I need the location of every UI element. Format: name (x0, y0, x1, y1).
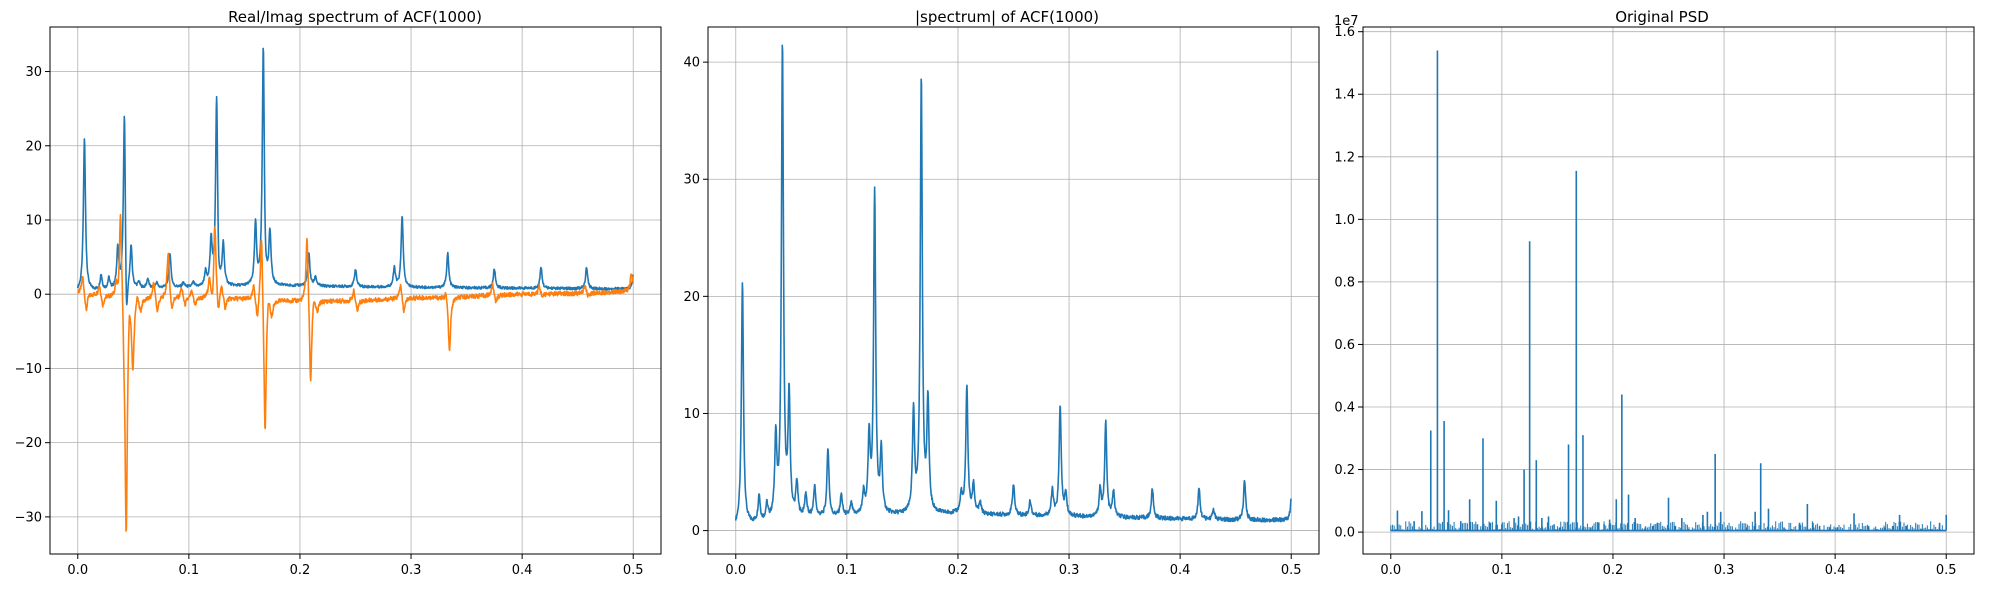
y-tick-label: 0.0 (1334, 526, 1355, 541)
y-tick-label: −20 (15, 436, 42, 451)
axes-ticks: 0.0 0.1 0.2 0.3 0.4 0.5 0 10 20 30 40 (683, 56, 1301, 578)
x-tick-label: 0.0 (67, 563, 88, 578)
x-tick-label: 0.3 (401, 563, 422, 578)
x-tick-label: 0.3 (1714, 563, 1735, 578)
grid (708, 27, 1319, 554)
y-tick-label: 30 (683, 173, 700, 188)
x-tick-label: 0.3 (1059, 563, 1080, 578)
series-line (76, 47, 634, 306)
x-tick-label: 0.2 (948, 563, 969, 578)
y-offset-text: 1e7 (1334, 14, 1359, 29)
axes-ticks: 0.0 0.1 0.2 0.3 0.4 0.5 0.0 0.2 0.4 0.6 0.8 1.0 1.2 1… (1334, 25, 1956, 578)
y-tick-label: −30 (15, 510, 42, 525)
axes-frame (49, 26, 662, 555)
y-tick-label: 10 (683, 407, 700, 422)
plot-area (1389, 50, 1948, 532)
y-tick-label: 40 (683, 56, 700, 71)
x-tick-label: 0.5 (623, 563, 644, 578)
x-tick-label: 0.4 (1825, 563, 1846, 578)
axes-frame (1362, 26, 1975, 555)
subplot-real-imag-spectrum: Real/Imag spectrum of ACF(1000) 0.0 0.1 0.… (15, 8, 662, 578)
axes-ticks: 0.0 0.1 0.2 0.3 0.4 0.5 −30 −20 −10 0 10 20 30 (15, 65, 644, 578)
y-tick-label: 20 (683, 290, 700, 305)
y-tick-label: 1.6 (1334, 25, 1355, 40)
y-tick-label: 0 (34, 288, 42, 303)
y-tick-label: 30 (25, 65, 42, 80)
x-tick-label: 0.1 (1492, 563, 1513, 578)
plot-area (734, 44, 1292, 523)
subplot-original-psd: Original PSD 1e7 0.0 0.1 0.2 0.3 0.4 0.50.00.… (1334, 8, 1975, 578)
x-tick-label: 0.2 (290, 563, 311, 578)
chart-title: |spectrum| of ACF(1000) (915, 8, 1099, 26)
grid (1363, 27, 1974, 554)
x-tick-label: 0.1 (179, 563, 200, 578)
x-tick-label: 0.1 (837, 563, 858, 578)
series-line (77, 213, 635, 532)
x-tick-label: 0.0 (725, 563, 746, 578)
y-tick-label: 0.8 (1334, 275, 1355, 290)
y-tick-label: 0 (692, 524, 700, 539)
x-tick-label: 0.0 (1380, 563, 1401, 578)
x-tick-label: 0.5 (1936, 563, 1957, 578)
x-tick-label: 0.2 (1603, 563, 1624, 578)
plot-area (76, 47, 635, 532)
y-tick-label: 0.6 (1334, 338, 1355, 353)
y-tick-label: −10 (15, 362, 42, 377)
chart-title: Real/Imag spectrum of ACF(1000) (228, 8, 482, 26)
y-tick-label: 1.2 (1334, 150, 1355, 165)
subplot-abs-spectrum: |spectrum| of ACF(1000) 0.0 0.1 0.2 0.3 0.4 0… (683, 8, 1320, 578)
chart-title: Original PSD (1615, 8, 1709, 26)
y-tick-label: 0.2 (1334, 463, 1355, 478)
y-tick-label: 10 (25, 213, 42, 228)
y-tick-label: 1.4 (1334, 88, 1355, 103)
y-tick-label: 0.4 (1334, 401, 1355, 416)
series-line (734, 44, 1292, 523)
x-tick-label: 0.4 (512, 563, 533, 578)
x-tick-label: 0.4 (1170, 563, 1191, 578)
x-tick-label: 0.5 (1281, 563, 1302, 578)
axes-frame (707, 26, 1320, 555)
y-tick-label: 20 (25, 139, 42, 154)
y-tick-label: 1.0 (1334, 213, 1355, 228)
